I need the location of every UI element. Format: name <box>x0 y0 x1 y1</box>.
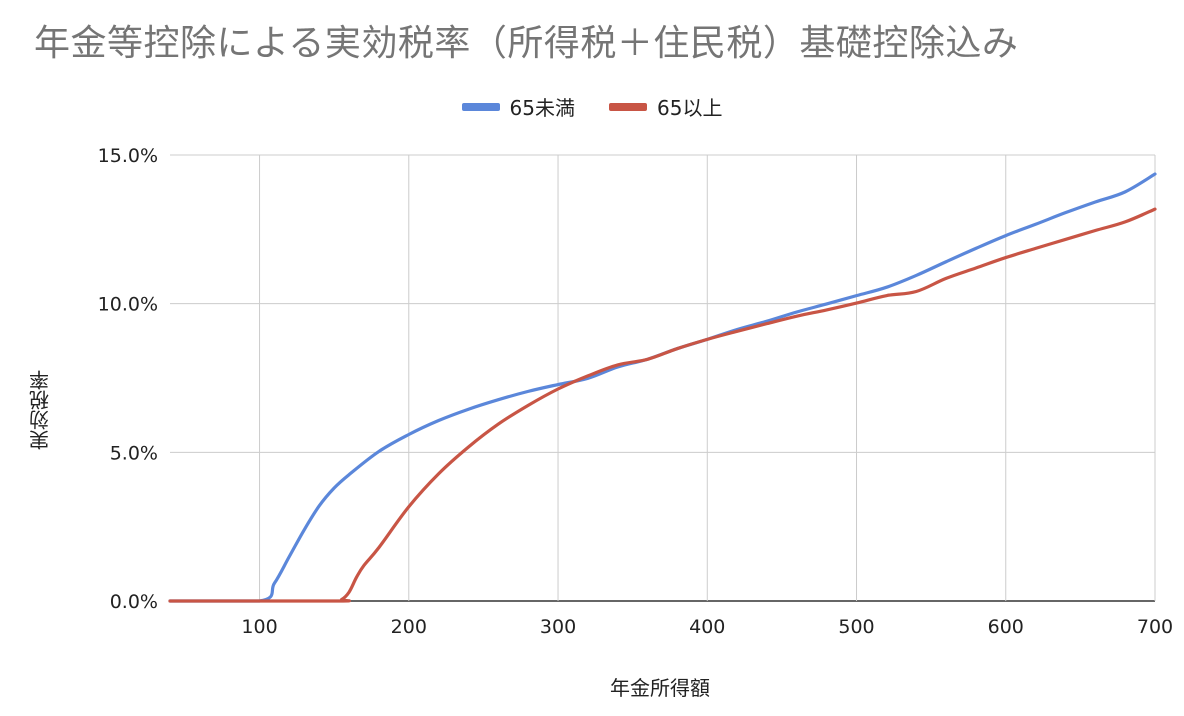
series-lines <box>168 172 1157 603</box>
legend-item-under-65: 65未満 <box>461 92 575 121</box>
x-tick-label: 300 <box>540 616 576 638</box>
series-line-65-and-over <box>168 207 1157 603</box>
grid <box>170 154 1156 602</box>
x-tick-label: 600 <box>988 616 1024 638</box>
series-line-under-65 <box>168 172 1157 603</box>
y-tick-label: 5.0% <box>110 442 158 464</box>
legend: 65未満 65以上 <box>0 92 1184 121</box>
x-tick-label: 700 <box>1137 616 1173 638</box>
legend-label-65-and-over: 65以上 <box>657 96 723 120</box>
x-tick-label: 500 <box>838 616 874 638</box>
y-tick-label: 15.0% <box>98 145 158 167</box>
tick-labels: 0.0% 5.0% 10.0% 15.0% 100 200 300 400 500 600 700 <box>98 145 1173 638</box>
y-tick-label: 10.0% <box>98 294 158 316</box>
legend-label-under-65: 65未満 <box>509 96 575 120</box>
x-tick-label: 200 <box>391 616 427 638</box>
x-tick-label: 400 <box>689 616 725 638</box>
x-tick-label: 100 <box>241 616 277 638</box>
chart-title: 年金等控除による実効税率（所得税＋住民税）基礎控除込み <box>34 23 1019 64</box>
x-axis-title: 年金所得額 <box>610 676 710 700</box>
legend-swatch-65-and-over <box>609 102 647 111</box>
legend-item-65-and-over: 65以上 <box>609 92 722 121</box>
y-tick-label: 0.0% <box>110 591 158 613</box>
y-axis-title: 実効税率 <box>28 370 53 450</box>
legend-swatch-under-65 <box>461 102 500 111</box>
